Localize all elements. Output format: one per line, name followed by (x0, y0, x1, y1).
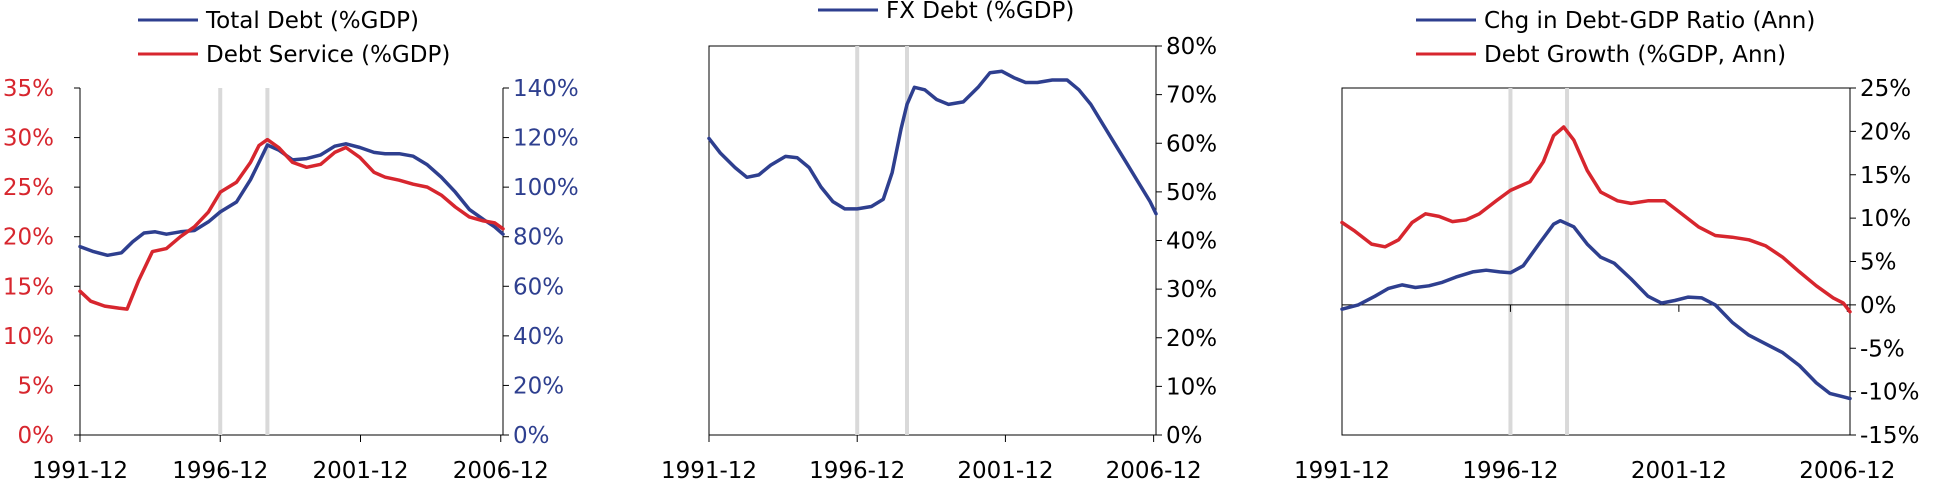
y-tick-label: 0% (513, 423, 550, 449)
y-tick-label: 0% (18, 423, 55, 449)
x-tick-label: 1991-12 (661, 458, 757, 480)
x-tick-label: 1996-12 (809, 458, 905, 480)
y-tick-label: 40% (1166, 229, 1217, 255)
legend-item: Debt Service (%GDP) (138, 42, 450, 68)
legend-label: Debt Service (%GDP) (206, 42, 450, 68)
series-line (1340, 218, 1852, 401)
legend-item: Chg in Debt-GDP Ratio (Ann) (1416, 8, 1815, 34)
y-tick-label: 0% (1166, 423, 1203, 449)
x-tick-label: 2006-12 (453, 458, 549, 480)
x-tick-label: 2006-12 (1799, 458, 1895, 480)
x-tick-label: 1991-12 (1294, 458, 1390, 480)
y-tick-label: 20% (513, 373, 564, 399)
y-tick-label: 60% (513, 274, 564, 300)
x-tick-label: 2001-12 (957, 458, 1053, 480)
series-line (1340, 125, 1852, 314)
y-tick-label: 140% (513, 76, 579, 102)
y-tick-label: 60% (1166, 131, 1217, 157)
y-tick-label: 5% (1860, 250, 1897, 276)
y-tick-label: 15% (1860, 163, 1911, 189)
x-tick-label: 1991-12 (32, 458, 128, 480)
y-tick-label: 20% (3, 225, 54, 251)
y-tick-label: -15% (1860, 423, 1919, 449)
y-tick-label: 80% (1166, 34, 1217, 60)
y-tick-label: 25% (1860, 76, 1911, 102)
chart-panel-debt-growth: -15% -10% -5% 0% 5% 10% 15% 20% 25% 1991-12 1996-1… (1294, 8, 1919, 480)
y-tick-label: 15% (3, 274, 54, 300)
y-tick-label: 100% (513, 175, 579, 201)
x-tick-label: 2001-12 (1631, 458, 1727, 480)
y-tick-label: 70% (1166, 83, 1217, 109)
x-tick-label: 1996-12 (1462, 458, 1558, 480)
y-tick-label: 40% (513, 324, 564, 350)
legend-item: FX Debt (%GDP) (818, 0, 1074, 24)
plot-frame (1341, 87, 1851, 436)
chart-panel-debt-and-service: 0% 5% 10% 15% 20% 25% 30% 35% 0% 20% 40% 60% 80% 100%… (3, 8, 579, 480)
legend: Total Debt (%GDP) Debt Service (%GDP) (138, 8, 450, 68)
y-tick-label: 50% (1166, 180, 1217, 206)
legend-label: FX Debt (%GDP) (886, 0, 1074, 24)
y-tick-label: 20% (1166, 326, 1217, 352)
y-tick-label: 10% (3, 324, 54, 350)
legend-label: Total Debt (%GDP) (205, 8, 419, 34)
series-line (707, 69, 1158, 216)
y-tick-label: 80% (513, 225, 564, 251)
y-tick-label: 10% (1166, 374, 1217, 400)
y-tick-label: 5% (18, 373, 55, 399)
legend-item: Total Debt (%GDP) (138, 8, 419, 34)
y-tick-label: 25% (3, 175, 54, 201)
y-tick-label: -10% (1860, 380, 1919, 406)
y-tick-label: 35% (3, 76, 54, 102)
y-tick-label: -5% (1860, 336, 1905, 362)
y-tick-label: 0% (1860, 293, 1897, 319)
legend: Chg in Debt-GDP Ratio (Ann) Debt Growth … (1416, 8, 1815, 68)
legend-label: Debt Growth (%GDP, Ann) (1484, 42, 1786, 68)
legend-label: Chg in Debt-GDP Ratio (Ann) (1484, 8, 1815, 34)
y-tick-label: 10% (1860, 206, 1911, 232)
series-line (78, 137, 505, 311)
y-tick-label: 30% (3, 126, 54, 152)
chart-panel-fx-debt: 0% 10% 20% 30% 40% 50% 60% 70% 80% 1991-12 1996-12… (661, 0, 1217, 480)
y-tick-label: 20% (1860, 119, 1911, 145)
x-tick-label: 2001-12 (312, 458, 408, 480)
y-tick-label: 120% (513, 126, 579, 152)
legend-item: Debt Growth (%GDP, Ann) (1416, 42, 1786, 68)
x-tick-label: 2006-12 (1106, 458, 1202, 480)
legend: FX Debt (%GDP) (818, 0, 1074, 24)
y-tick-label: 30% (1166, 277, 1217, 303)
x-tick-label: 1996-12 (172, 458, 268, 480)
